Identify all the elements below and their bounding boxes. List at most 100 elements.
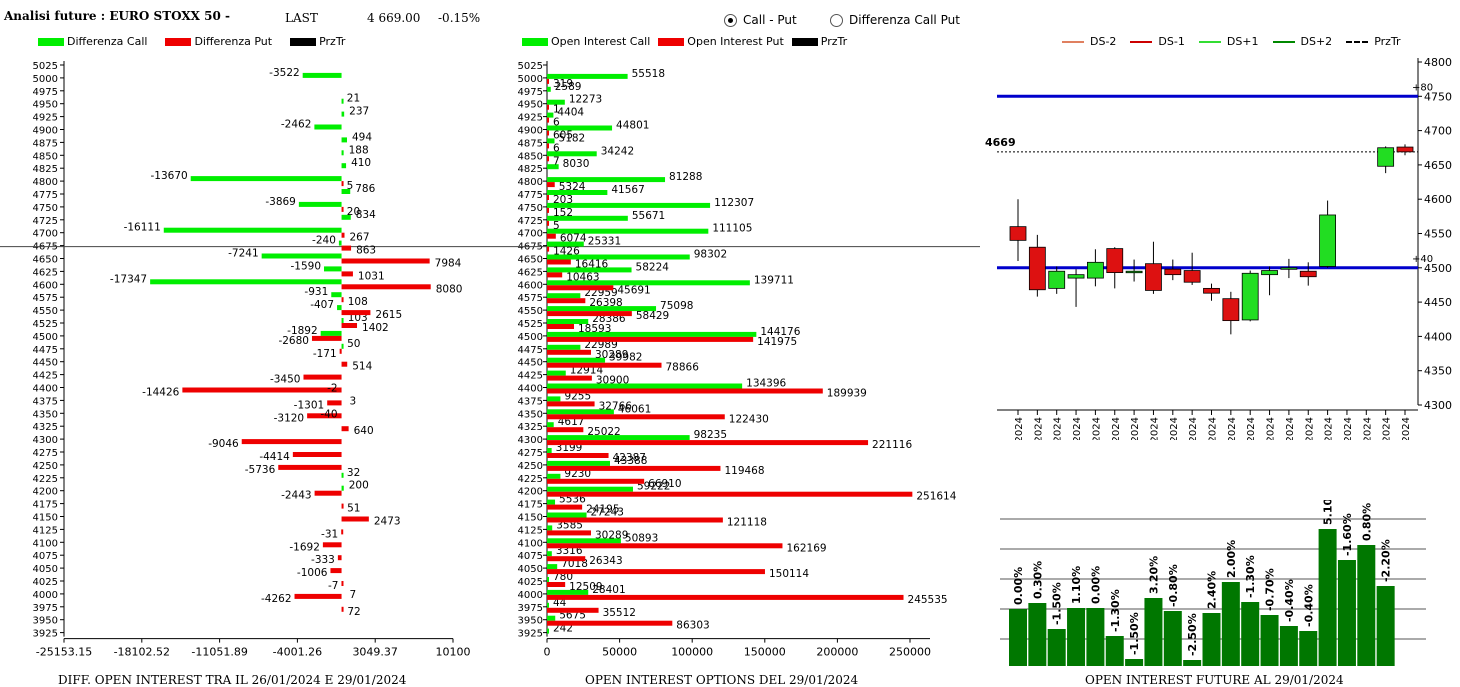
x-tick-label: 04/01/2024 <box>1053 417 1064 440</box>
diff-put-bar <box>307 413 342 419</box>
legend-line-prztr <box>1346 40 1369 43</box>
oi-put-label: 6 <box>553 142 560 154</box>
last-label: LAST <box>285 11 318 25</box>
x-tick-label: 50000 <box>602 646 637 659</box>
diff-put-label: 2615 <box>375 309 402 321</box>
y-tick-label: 4750 <box>518 203 543 214</box>
oi-call-bar <box>547 319 589 324</box>
legend-label: DS+2 <box>1300 35 1333 48</box>
oi-call-bar <box>547 435 690 441</box>
oi-call-label: 55671 <box>632 210 665 222</box>
future-oi-label: -1.50% <box>1128 612 1141 655</box>
last-price: 4 669.00 <box>367 11 421 25</box>
legend-label: PrzTr <box>319 35 346 48</box>
y-tick-label: 4200 <box>33 487 58 498</box>
oi-put-label: 141975 <box>757 336 797 348</box>
oi-call-bar <box>547 422 554 428</box>
y-tick-label: 4825 <box>518 164 543 175</box>
legend-item-ds-minus1: DS-1 <box>1130 35 1185 48</box>
candle-up <box>1087 261 1104 279</box>
diff-put-label: -1692 <box>289 541 320 553</box>
future-oi-label: 0.30% <box>1031 561 1044 599</box>
future-oi-bar <box>1183 660 1202 666</box>
y-tick-label: 4425 <box>518 371 543 382</box>
radio-call-put[interactable]: Call - Put <box>724 13 797 27</box>
oi-put-label: 10463 <box>566 271 599 283</box>
diff-put-label: 20 <box>347 206 360 218</box>
x-tick-label: 29/01/2024 <box>1382 417 1393 440</box>
oi-put-label: 86303 <box>676 620 709 632</box>
x-tick-label: -4001.26 <box>273 646 322 659</box>
radio-differenza-call-put[interactable]: Differenza Call Put <box>830 13 960 27</box>
oi-call-label: 112307 <box>714 197 754 209</box>
x-tick-label: 08/01/2024 <box>1091 417 1102 440</box>
diff-extra-label: -40 <box>320 408 337 420</box>
y-tick-label: 4750 <box>1424 90 1452 103</box>
y-tick-label: 4750 <box>33 203 58 214</box>
y-tick-label: 4700 <box>33 229 58 240</box>
y-tick-label: 4250 <box>518 461 543 472</box>
oi-put-bar <box>547 569 765 575</box>
y-tick-label: 4875 <box>33 138 58 149</box>
legend-item-prztr: PrzTr <box>791 35 847 48</box>
candle-down <box>1028 246 1046 291</box>
diff-call-bar <box>163 227 342 233</box>
candle-down <box>1106 248 1124 274</box>
caption-diff: DIFF. OPEN INTEREST TRA IL 26/01/2024 E … <box>58 673 407 687</box>
oi-put-label: 18593 <box>578 323 611 335</box>
oi-call-bar <box>547 125 613 131</box>
oi-call-label: 34242 <box>601 145 634 157</box>
y-tick-label: 4875 <box>518 138 543 149</box>
diff-put-label: 2473 <box>374 516 401 528</box>
oi-put-bar <box>547 336 754 342</box>
y-tick-label: 4600 <box>33 280 58 291</box>
oi-call-bar <box>547 448 552 453</box>
y-tick-label: 4375 <box>33 396 58 407</box>
x-tick-label: 18/01/2024 <box>1246 417 1257 440</box>
y-tick-label: 4700 <box>518 229 543 240</box>
y-tick-label: 4350 <box>1424 365 1452 378</box>
diff-call-bar <box>338 240 342 246</box>
legend-label: Open Interest Put <box>687 35 784 48</box>
diff-call-label: -7241 <box>228 248 259 260</box>
oi-put-label: 5324 <box>559 181 586 193</box>
candle-up <box>1280 267 1298 270</box>
diff-put-label: 640 <box>354 425 374 437</box>
diff-put-label: -4262 <box>261 593 292 605</box>
diff-call-label: 50 <box>347 338 360 350</box>
x-tick-label: -18102.52 <box>114 646 170 659</box>
legend-future: DS-2 DS-1 DS+1 DS+2 PrzTr <box>1062 35 1419 48</box>
future-oi-label: 2.40% <box>1206 571 1219 609</box>
y-tick-label: 4075 <box>33 551 58 562</box>
oi-put-label: 121118 <box>727 517 767 529</box>
future-oi-bar <box>1376 586 1395 666</box>
oi-call-label: 134396 <box>746 378 786 390</box>
oi-call-bar <box>547 331 757 337</box>
diff-call-bar <box>261 253 342 259</box>
y-tick-label: 4525 <box>518 319 543 330</box>
y-tick-label: 4500 <box>33 332 58 343</box>
oi-put-bar <box>547 156 549 162</box>
y-tick-label: 3950 <box>518 616 543 627</box>
x-tick-label: 05/01/2024 <box>1072 417 1083 440</box>
x-tick-label: 30/01/2024 <box>1401 417 1412 440</box>
oi-call-label: 8030 <box>563 158 590 170</box>
y-tick-label: 4450 <box>518 358 543 369</box>
oi-put-bar <box>547 543 783 549</box>
y-tick-label: 4100 <box>518 538 543 549</box>
oi-put-bar <box>547 465 721 471</box>
diff-put-label: -2443 <box>281 490 312 502</box>
diff-put-label: -3120 <box>274 412 305 424</box>
future-oi-label: -0.40% <box>1302 584 1315 627</box>
diff-extra-label: 3 <box>350 395 357 407</box>
oi-call-bar <box>547 396 561 402</box>
legend-swatch-prztr <box>791 37 818 46</box>
y-tick-label: 4400 <box>518 384 543 395</box>
y-tick-label: 4575 <box>33 293 58 304</box>
diff-call-label: 21 <box>347 93 360 105</box>
oi-call-bar <box>547 280 750 286</box>
y-tick-label: 5025 <box>518 61 543 72</box>
oi-put-bar <box>547 607 599 613</box>
diff-put-bar <box>341 503 344 509</box>
